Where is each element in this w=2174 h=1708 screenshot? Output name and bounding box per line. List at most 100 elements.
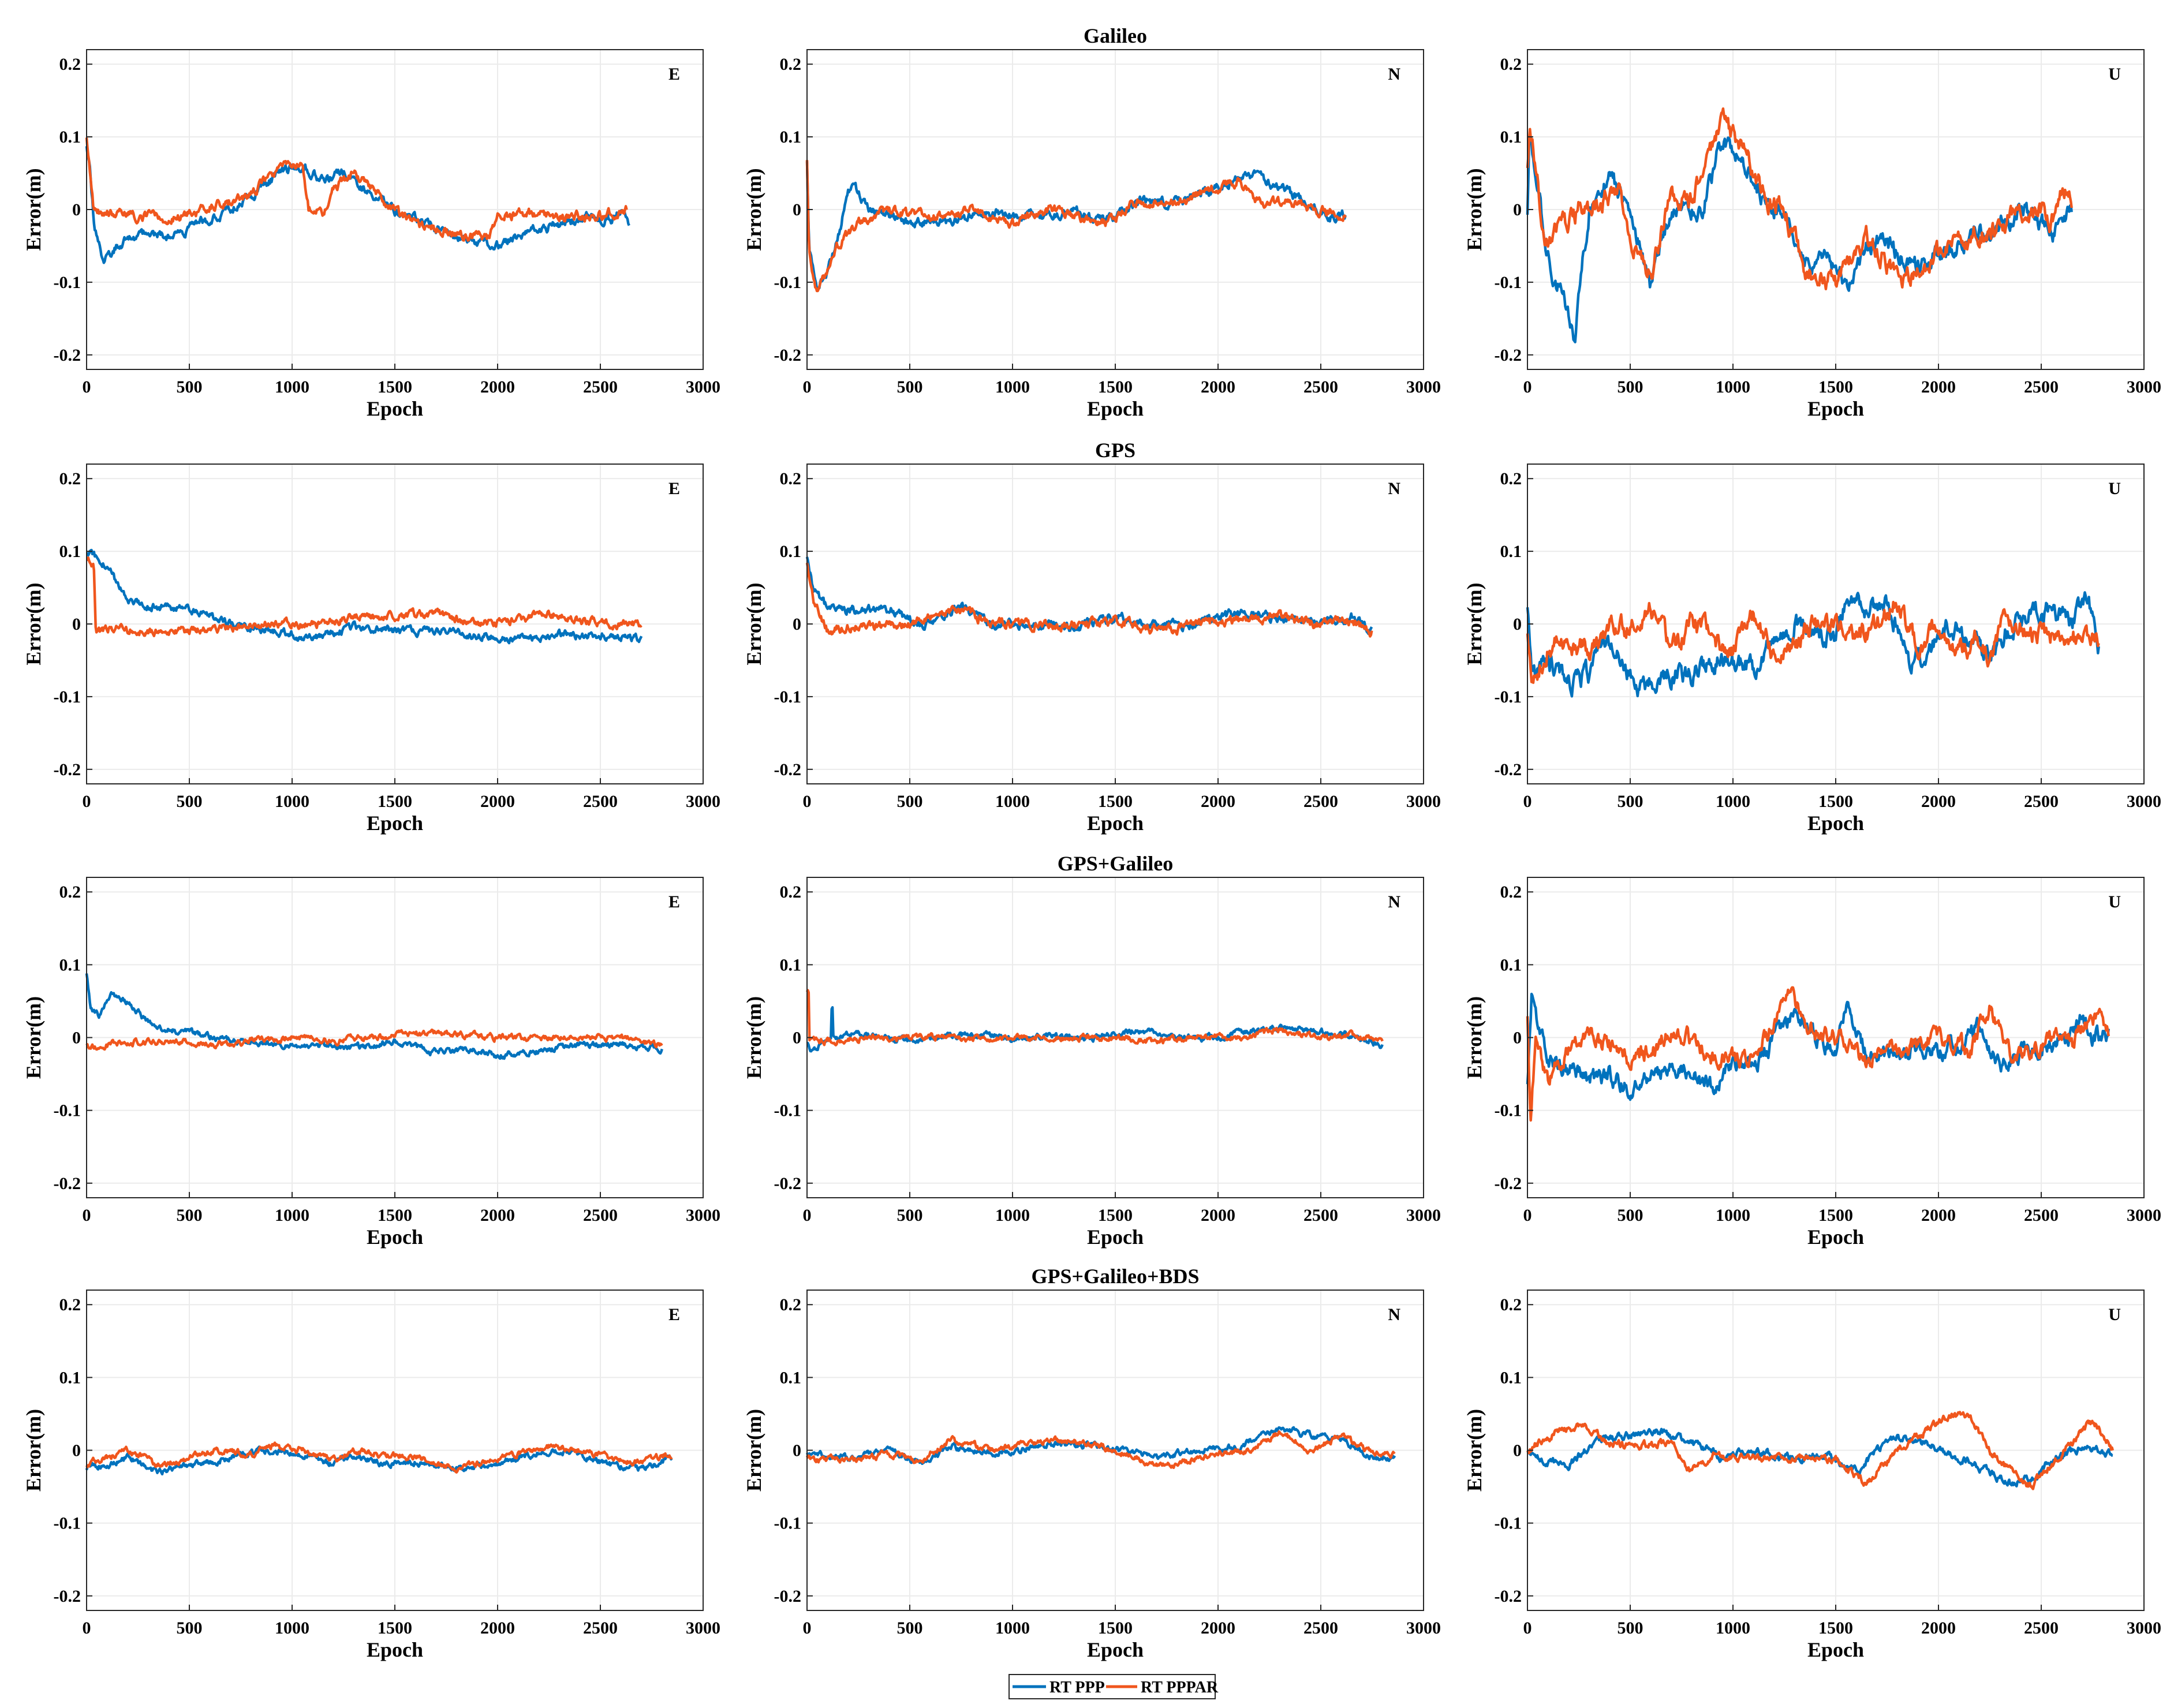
x-tick-label: 2500	[583, 1206, 618, 1225]
row-title: GPS	[1095, 439, 1135, 462]
y-tick-label: 0	[793, 200, 801, 219]
series-line-rt-pppar	[805, 160, 1347, 293]
x-tick-label: 2000	[1201, 378, 1235, 397]
component-label: E	[668, 1305, 680, 1324]
x-tick-label: 1000	[995, 792, 1030, 811]
y-tick-label: 0	[1513, 1029, 1522, 1048]
x-tick-label: 2500	[583, 792, 618, 811]
x-tick-label: 3000	[2127, 1206, 2161, 1225]
x-tick-label: 2000	[1201, 1206, 1235, 1225]
x-axis-label: Epoch	[1807, 812, 1864, 835]
series-line-rt-pppar	[1526, 1411, 2115, 1490]
x-tick-label: 500	[897, 1619, 923, 1638]
x-axis-label: Epoch	[1087, 1638, 1144, 1661]
x-tick-label: 500	[1618, 1206, 1643, 1225]
y-axis-label: Error(m)	[22, 996, 45, 1079]
y-tick-label: -0.2	[1495, 1587, 1522, 1606]
component-label: U	[2108, 892, 2121, 911]
y-tick-label: 0.2	[1500, 883, 1522, 902]
x-tick-label: 2500	[1303, 378, 1338, 397]
component-label: U	[2108, 479, 2121, 498]
x-tick-label: 1500	[1818, 792, 1853, 811]
x-tick-label: 3000	[1406, 792, 1441, 811]
y-tick-label: -0.1	[1495, 1101, 1522, 1120]
series-line-rt-pppar	[85, 1441, 673, 1474]
component-label: N	[1388, 479, 1400, 498]
y-tick-label: 0	[72, 1441, 81, 1460]
y-tick-label: 0.1	[1500, 955, 1522, 974]
x-tick-label: 0	[1523, 1619, 1532, 1638]
x-tick-label: 1500	[1098, 1619, 1133, 1638]
y-tick-label: -0.2	[774, 1587, 802, 1606]
x-tick-label: 2500	[2024, 792, 2059, 811]
y-tick-label: 0	[793, 1441, 801, 1460]
y-axis-label: Error(m)	[1463, 996, 1486, 1079]
series-line-rt-pppar	[85, 1028, 663, 1051]
x-tick-label: 1000	[275, 1619, 309, 1638]
series-line-rt-ppp	[85, 146, 630, 264]
x-tick-label: 2500	[1303, 792, 1338, 811]
y-tick-label: -0.2	[774, 760, 802, 779]
y-tick-label: 0	[1513, 1441, 1522, 1460]
chart-panel-galileo-u: 0 500 1000 1500 2000 2500 3000 -0.2 -0.1 0 0.1 0.2 E…	[1463, 49, 2161, 420]
x-tick-label: 2000	[1921, 1206, 1956, 1225]
x-tick-label: 3000	[686, 378, 720, 397]
x-tick-label: 1500	[1098, 378, 1133, 397]
x-tick-label: 1000	[995, 1619, 1030, 1638]
y-tick-label: 0.1	[1500, 1368, 1522, 1387]
x-tick-label: 1500	[1818, 1206, 1853, 1225]
x-tick-label: 0	[803, 1206, 812, 1225]
y-tick-label: -0.2	[774, 1174, 802, 1193]
x-tick-label: 0	[83, 378, 91, 397]
y-tick-label: 0.2	[1500, 1295, 1522, 1314]
component-label: E	[668, 479, 680, 498]
x-tick-label: 500	[897, 792, 923, 811]
panels-layer: 0 500 1000 1500 2000 2500 3000 -0.2 -0.1 0 0.1 0.2 E…	[22, 24, 2161, 1661]
x-tick-label: 1000	[1716, 792, 1750, 811]
x-axis-label: Epoch	[367, 397, 423, 420]
series-line-rt-ppp	[85, 973, 663, 1060]
component-label: N	[1388, 892, 1400, 911]
y-tick-label: -0.1	[774, 1514, 802, 1533]
y-axis-label: Error(m)	[742, 996, 765, 1079]
chart-panel-gps-n: 0 500 1000 1500 2000 2500 3000 -0.2 -0.1 0 0.1 0.2 E…	[742, 439, 1441, 835]
x-tick-label: 2000	[1921, 792, 1956, 811]
y-tick-label: 0.2	[59, 55, 81, 74]
chart-panel-gps-galileo-bds-n: 0 500 1000 1500 2000 2500 3000 -0.2 -0.1 0 0.1 0.2 E…	[742, 1265, 1441, 1661]
y-tick-label: 0.2	[780, 469, 802, 488]
x-tick-label: 1000	[995, 378, 1030, 397]
x-tick-label: 1000	[275, 1206, 309, 1225]
y-tick-label: -0.1	[1495, 687, 1522, 707]
series-line-rt-pppar	[1526, 600, 2100, 684]
y-tick-label: 0.2	[59, 883, 81, 902]
x-tick-label: 3000	[1406, 1206, 1441, 1225]
y-tick-label: -0.1	[54, 1514, 81, 1533]
x-tick-label: 3000	[1406, 378, 1441, 397]
x-tick-label: 500	[1618, 792, 1643, 811]
x-tick-label: 2000	[1201, 792, 1235, 811]
x-tick-label: 500	[1618, 378, 1643, 397]
x-axis-label: Epoch	[1087, 397, 1144, 420]
x-tick-label: 0	[1523, 1206, 1532, 1225]
y-tick-label: 0	[1513, 200, 1522, 219]
x-tick-label: 2500	[2024, 378, 2059, 397]
x-tick-label: 2000	[480, 378, 515, 397]
y-tick-label: 0.2	[780, 883, 802, 902]
series-line-rt-pppar	[85, 137, 628, 242]
chart-panel-gps-e: 0 500 1000 1500 2000 2500 3000 -0.2 -0.1 0 0.1 0.2 E…	[22, 464, 720, 835]
x-tick-label: 0	[83, 1206, 91, 1225]
y-tick-label: 0.2	[780, 1295, 802, 1314]
y-tick-label: 0.1	[59, 128, 81, 147]
y-tick-label: 0.2	[1500, 469, 1522, 488]
series-line-rt-ppp	[806, 1006, 1384, 1053]
y-tick-label: -0.1	[1495, 273, 1522, 292]
x-tick-label: 500	[897, 378, 923, 397]
y-tick-label: 0	[793, 615, 801, 634]
x-tick-label: 0	[803, 378, 812, 397]
x-tick-label: 1000	[1716, 1619, 1750, 1638]
x-tick-label: 3000	[1406, 1619, 1441, 1638]
x-tick-label: 0	[803, 1619, 812, 1638]
x-tick-label: 2000	[480, 792, 515, 811]
legend-label-pppar: RT PPPAR	[1141, 1679, 1219, 1696]
x-axis-label: Epoch	[1807, 1225, 1864, 1249]
